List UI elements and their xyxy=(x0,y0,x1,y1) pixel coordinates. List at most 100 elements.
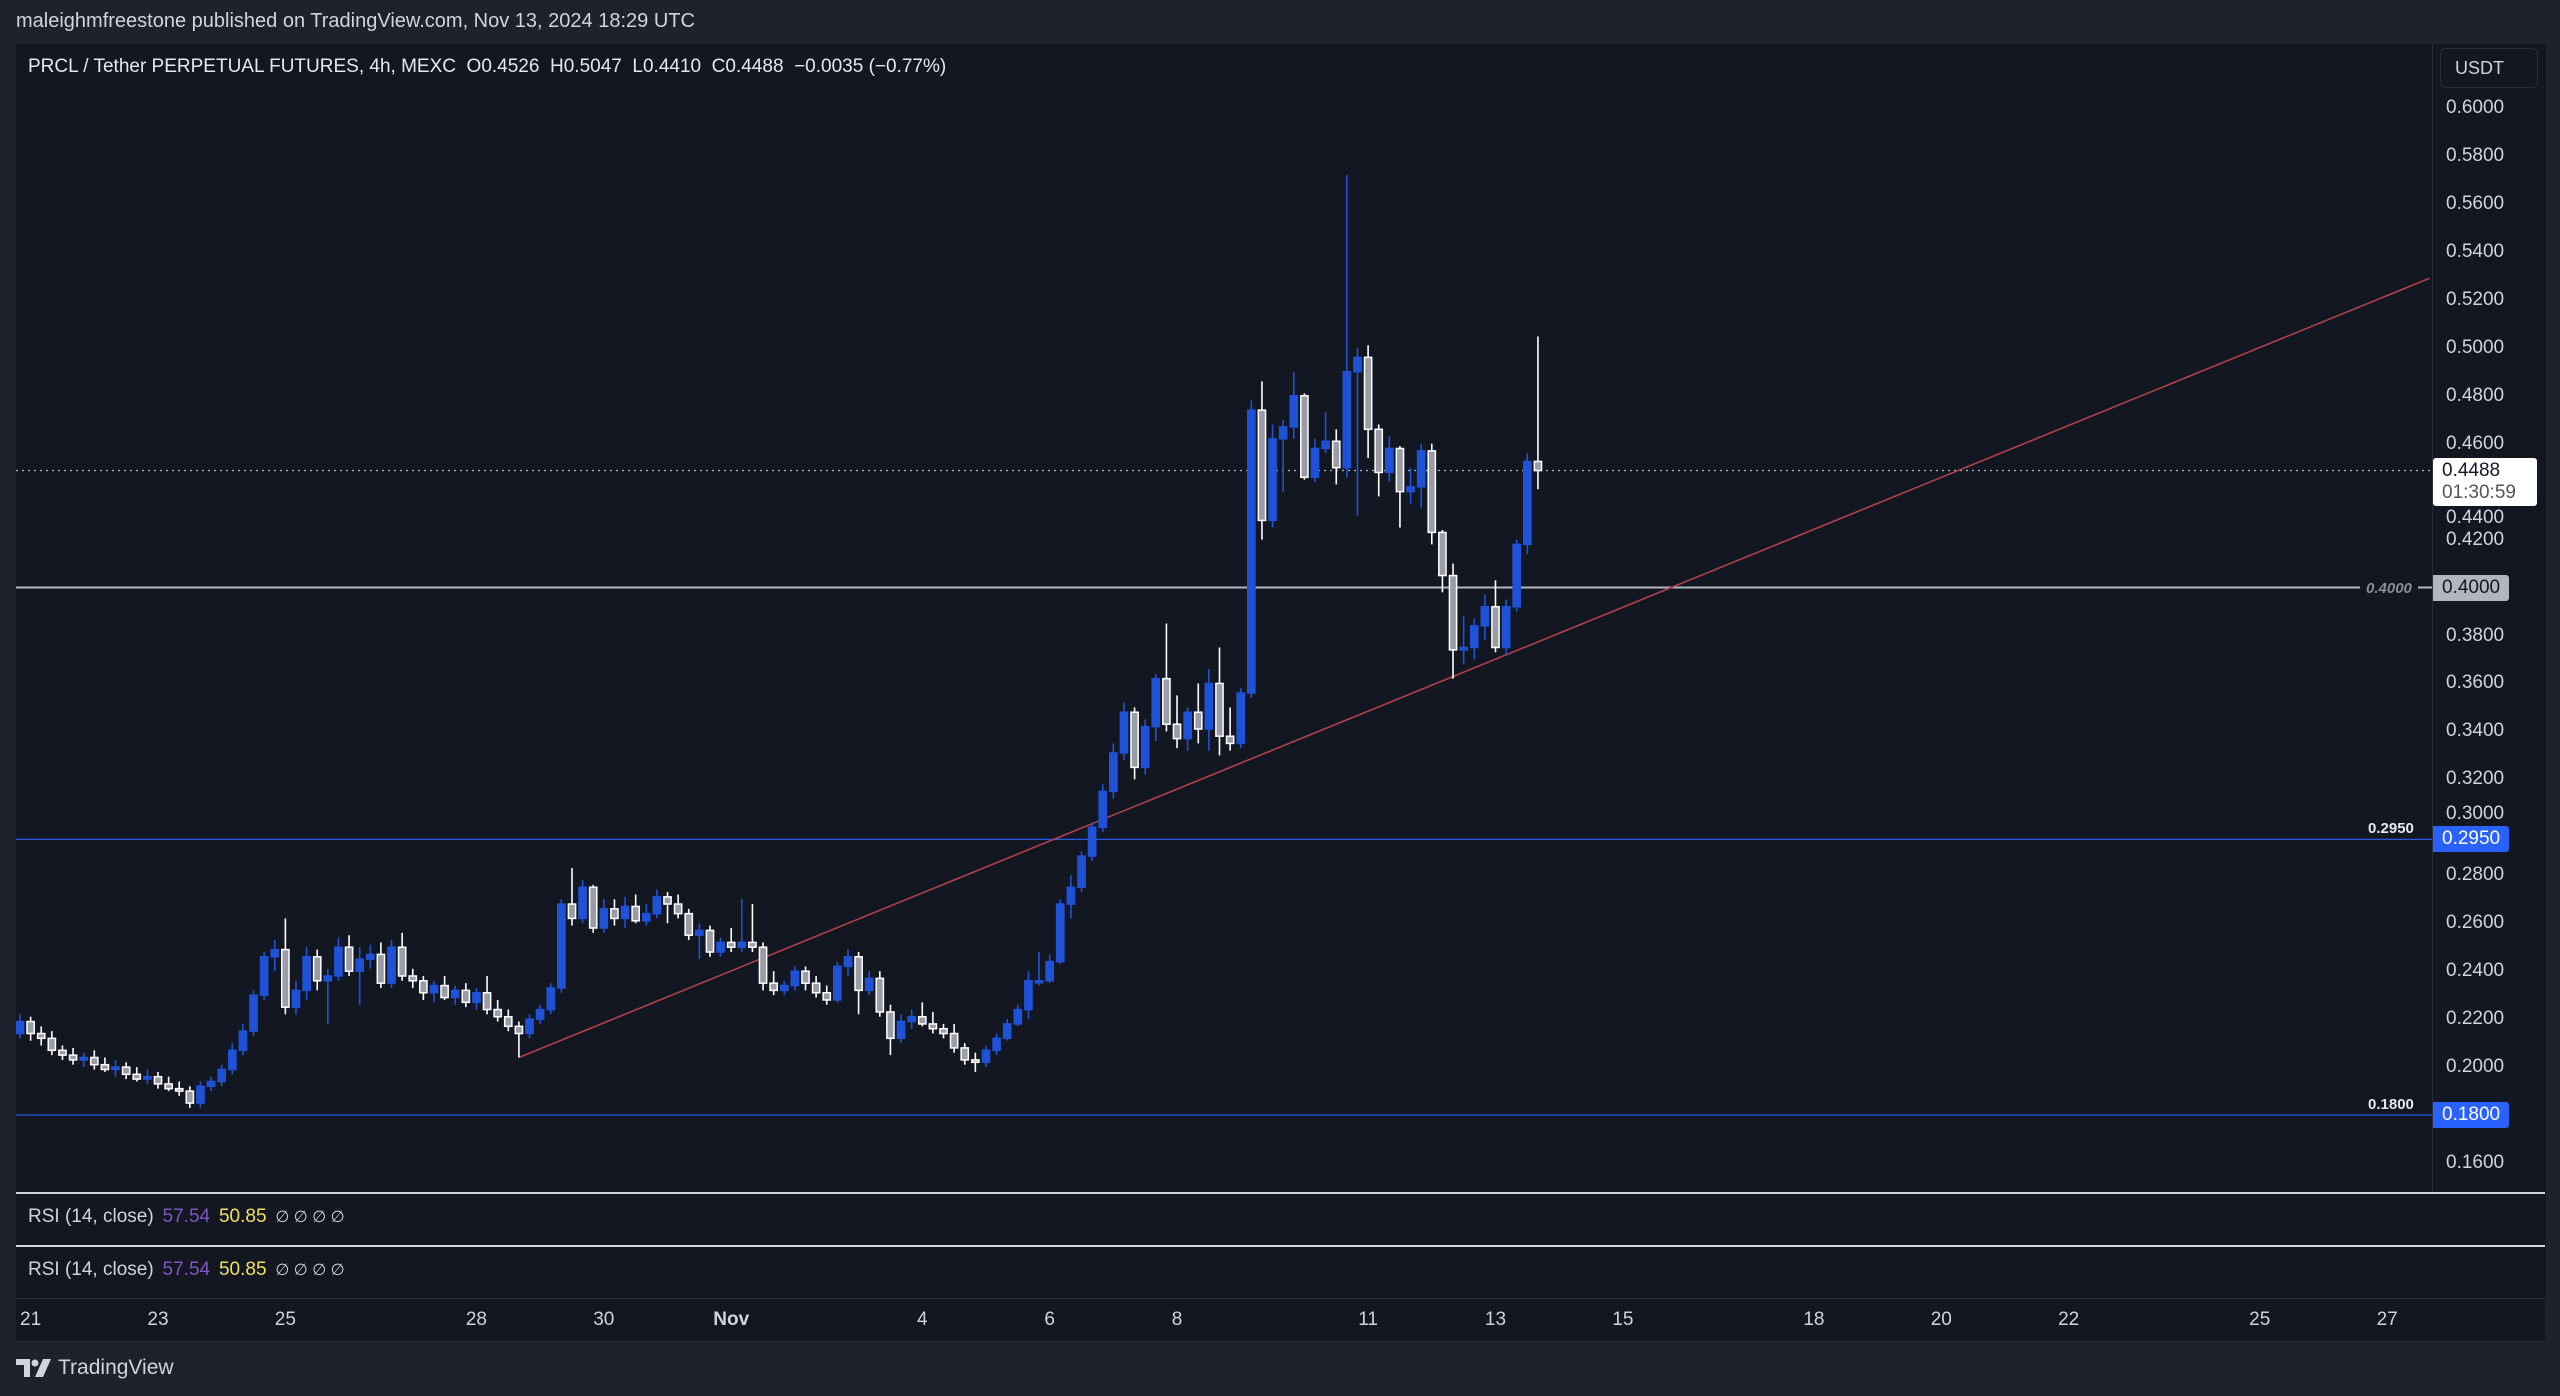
candle-body xyxy=(854,956,863,992)
candle-body xyxy=(1469,625,1479,649)
time-axis[interactable]: 21 23 25 28 30 Nov 4 6 8 11 13 15 18 20 22 25 27 xyxy=(16,1298,2545,1342)
candle xyxy=(58,1045,67,1060)
candle xyxy=(1162,623,1171,732)
candle xyxy=(344,935,354,976)
candle-body xyxy=(1172,723,1182,740)
price-tick: 0.4200 xyxy=(2446,528,2505,550)
candle xyxy=(450,985,460,1005)
currency-button[interactable]: USDT xyxy=(2440,48,2538,88)
candle xyxy=(1246,400,1256,698)
candle xyxy=(1034,952,1044,986)
candle-body xyxy=(695,929,704,936)
candle-body xyxy=(270,948,280,958)
candle-body xyxy=(1045,960,1055,982)
candle xyxy=(811,975,821,998)
candle-body xyxy=(185,1090,195,1104)
candle xyxy=(1363,345,1373,459)
candle-body xyxy=(769,982,779,992)
candle xyxy=(1331,429,1341,485)
candle xyxy=(939,1023,948,1039)
ohlc-high: H0.5047 xyxy=(550,56,622,77)
candle-body xyxy=(1384,447,1394,474)
candle-body xyxy=(174,1087,184,1092)
candle xyxy=(620,896,630,929)
candle xyxy=(429,980,439,1003)
candle xyxy=(822,985,832,1005)
candle xyxy=(567,868,577,926)
candle-body xyxy=(1427,450,1437,534)
candle xyxy=(801,966,810,991)
candle-body xyxy=(610,908,619,920)
candle-body xyxy=(334,946,343,977)
candle xyxy=(1204,669,1214,751)
candle xyxy=(217,1064,227,1087)
candle-body xyxy=(227,1049,237,1071)
price-tick: 0.6000 xyxy=(2446,97,2505,118)
candle xyxy=(227,1043,237,1075)
candle xyxy=(461,983,471,1008)
candle-body xyxy=(164,1083,173,1090)
candle xyxy=(1077,851,1086,893)
last-price-tag: 0.4488 01:30:59 xyxy=(2433,457,2537,506)
time-tick: 22 xyxy=(2058,1309,2080,1330)
candle-body xyxy=(217,1068,227,1083)
candle-body xyxy=(1353,356,1362,373)
candle xyxy=(174,1081,184,1096)
candle xyxy=(557,899,566,993)
chart-pane[interactable] xyxy=(16,44,2432,1192)
candle-body xyxy=(1066,886,1076,905)
candle-body xyxy=(482,992,492,1011)
candle-body xyxy=(599,908,609,929)
candle-body xyxy=(939,1027,948,1035)
candle xyxy=(121,1062,131,1080)
candle xyxy=(249,990,258,1036)
candle-body xyxy=(673,903,683,915)
candle-body xyxy=(1289,394,1299,428)
price-line-tag[interactable]: 0.2950 xyxy=(2433,826,2510,853)
candle-body xyxy=(312,956,322,982)
candle-body xyxy=(1416,450,1426,488)
candle xyxy=(1289,371,1299,439)
price-axis[interactable] xyxy=(2432,44,2546,1298)
rsi-pane-2[interactable]: RSI (14, close) 57.54 50.85 ∅ ∅ ∅ ∅ xyxy=(16,1245,2545,1299)
rsi-pane-1[interactable]: RSI (14, close) 57.54 50.85 ∅ ∅ ∅ ∅ xyxy=(16,1192,2545,1246)
candle-body xyxy=(323,975,333,982)
candle-body xyxy=(833,965,842,1001)
symbol-title: PRCL / Tether PERPETUAL FUTURES, 4h, MEX… xyxy=(28,56,456,77)
candle xyxy=(673,894,683,919)
price-tick: 0.2000 xyxy=(2446,1056,2505,1078)
candle xyxy=(482,975,492,1015)
candle xyxy=(291,980,301,1015)
candle-body xyxy=(1268,438,1277,522)
candle xyxy=(153,1071,163,1089)
candle-body xyxy=(1363,356,1373,431)
candle-body xyxy=(1024,980,1033,1011)
candle xyxy=(907,1009,917,1029)
rsi-label: RSI (14, close) xyxy=(28,1259,154,1280)
time-tick: 8 xyxy=(1171,1309,1183,1330)
time-tick: 27 xyxy=(2376,1309,2398,1330)
price-tick: 0.3600 xyxy=(2446,672,2505,694)
price-line-tag[interactable]: 0.4000 xyxy=(2433,574,2510,601)
symbol-legend: PRCL / Tether PERPETUAL FUTURES, 4h, MEX… xyxy=(28,56,946,78)
candle xyxy=(365,944,375,969)
price-line-tag[interactable]: 0.1800 xyxy=(2433,1102,2510,1129)
candle xyxy=(185,1086,195,1108)
time-tick: 6 xyxy=(1044,1309,1055,1330)
candle xyxy=(1406,467,1415,504)
candle xyxy=(1491,580,1500,653)
candle-body xyxy=(843,956,853,968)
time-tick: 28 xyxy=(465,1309,488,1330)
candle xyxy=(1522,453,1532,554)
candle xyxy=(1055,899,1065,964)
candle xyxy=(1395,446,1405,528)
candle xyxy=(143,1069,152,1084)
time-tick: 25 xyxy=(2249,1309,2271,1330)
candle xyxy=(270,940,280,972)
candle xyxy=(1310,438,1320,483)
price-tick: 0.3800 xyxy=(2446,624,2505,646)
candle-body xyxy=(567,903,577,920)
candle xyxy=(886,1004,895,1056)
price-line-label: 0.1800 xyxy=(2368,1096,2414,1114)
price-tick: 0.1600 xyxy=(2446,1152,2505,1173)
